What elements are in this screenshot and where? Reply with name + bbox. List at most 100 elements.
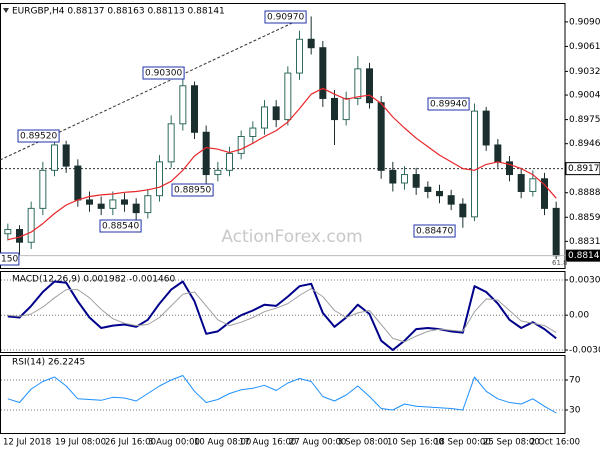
y-tick-label: 0.90615: [569, 42, 600, 52]
candle-body: [296, 38, 303, 74]
price-label: 0.88470: [416, 227, 453, 237]
y-tick-label: -0.003001: [569, 346, 600, 356]
price-label-box: [142, 66, 185, 80]
candle-body: [552, 207, 560, 257]
candle-body: [39, 169, 47, 209]
y-tick-label: 0.88595: [569, 213, 600, 223]
candle-body: [284, 72, 292, 121]
x-tick-label: 25 Sep 08:00: [483, 438, 540, 448]
candle-body: [74, 165, 82, 201]
line: [7, 87, 557, 241]
price-label: 0.90300: [145, 69, 182, 79]
y-tick-label: 70: [569, 376, 581, 386]
candle-body: [132, 203, 140, 214]
candle-body: [342, 97, 350, 121]
candle-body: [121, 199, 128, 205]
line: [7, 375, 557, 414]
candle-body: [214, 169, 222, 176]
candle-body: [494, 144, 502, 163]
x-tick-label: 18 Sep 00:00: [434, 438, 491, 448]
x-tick-label: 12 Jul 2018: [3, 438, 51, 448]
candle-body: [191, 85, 198, 133]
price-label-box: [0, 252, 20, 266]
price-label: 150: [1, 255, 18, 265]
macd-pane-frame: [0, 271, 566, 353]
candle-body: [86, 199, 93, 205]
candle-body: [109, 199, 117, 209]
x-tick-label: 3 Aug 00:00: [148, 438, 200, 448]
candle-body: [202, 131, 210, 176]
candle-body: [4, 229, 12, 235]
pane-title: RSI(14) 26.2245: [12, 358, 85, 368]
price-label: 0.88540: [102, 222, 139, 232]
price-label: 0.90970: [267, 13, 304, 23]
candle-body: [506, 161, 513, 176]
y-tick-label: 0.00: [569, 311, 589, 321]
price-label: 0.88950: [174, 186, 211, 196]
candle-body: [412, 174, 420, 188]
x-tick-label: 19 Jul 08:00: [55, 438, 106, 448]
y-tick-label: 0.88310: [569, 237, 600, 247]
y-tick-label: 0.003034: [569, 275, 600, 285]
x-tick-label: 27 Aug 00:00: [289, 438, 346, 448]
y-tick-label: 30: [569, 406, 581, 416]
candle-body: [144, 195, 152, 214]
candle-body: [307, 38, 315, 49]
x-tick-label: 10 Aug 08:00: [194, 438, 251, 448]
price-label-box: [17, 129, 60, 143]
line: [7, 280, 557, 351]
y-tick-label: 0.8975: [569, 115, 600, 125]
rsi-pane-frame: [0, 355, 566, 434]
candle-body: [331, 97, 338, 121]
candle-body: [436, 190, 443, 197]
candle-body: [167, 123, 175, 163]
price-label: 0.89940: [430, 100, 467, 110]
line: [7, 288, 557, 343]
candle-body: [261, 106, 268, 129]
candle-body: [156, 161, 163, 197]
candle-body: [529, 178, 537, 192]
x-tick-label: 3 Sep 08:00: [337, 438, 388, 448]
x-tick-label: 17 Aug 16:00: [239, 438, 296, 448]
candle-body: [471, 110, 478, 218]
candle-body: [517, 174, 525, 192]
candle-body: [377, 102, 385, 171]
candle-body: [482, 110, 490, 146]
candle-body: [447, 195, 455, 205]
candle-body: [389, 169, 397, 184]
candle-body: [354, 68, 362, 99]
candle-body: [62, 144, 70, 167]
y-tick-label: 0.89465: [569, 139, 600, 149]
price-label: 0.89520: [20, 132, 57, 142]
candle-body: [249, 127, 257, 138]
candle-body: [237, 136, 245, 154]
candle-body: [97, 203, 105, 209]
fib-label: 61.8: [552, 259, 568, 267]
candle-body: [541, 178, 548, 209]
candle-body: [424, 186, 432, 192]
x-tick-label: 2 Oct 16:00: [530, 438, 580, 448]
price-label-box: [413, 224, 456, 238]
price-pane-frame: [0, 3, 566, 269]
price-label-box: [171, 183, 214, 197]
watermark: ActionForex.com: [221, 227, 362, 247]
x-tick-label: 10 Sep 16:00: [387, 438, 444, 448]
x-tick-label: 26 Jul 16:00: [105, 438, 156, 448]
candle-body: [27, 207, 35, 243]
price-label-box: [264, 10, 307, 24]
pane-title: MACD(12,26,9) 0.001982 -0.001460: [12, 275, 175, 285]
candle-body: [179, 85, 187, 125]
candle-body: [459, 203, 467, 218]
last-price-box: [566, 249, 600, 262]
y-tick-label: 0.90905: [569, 17, 600, 27]
candle-body: [226, 152, 233, 171]
last-price-label: 0.88141: [568, 251, 600, 261]
candle-body: [401, 174, 408, 184]
candle-body: [319, 47, 327, 99]
candle-body: [51, 144, 58, 171]
